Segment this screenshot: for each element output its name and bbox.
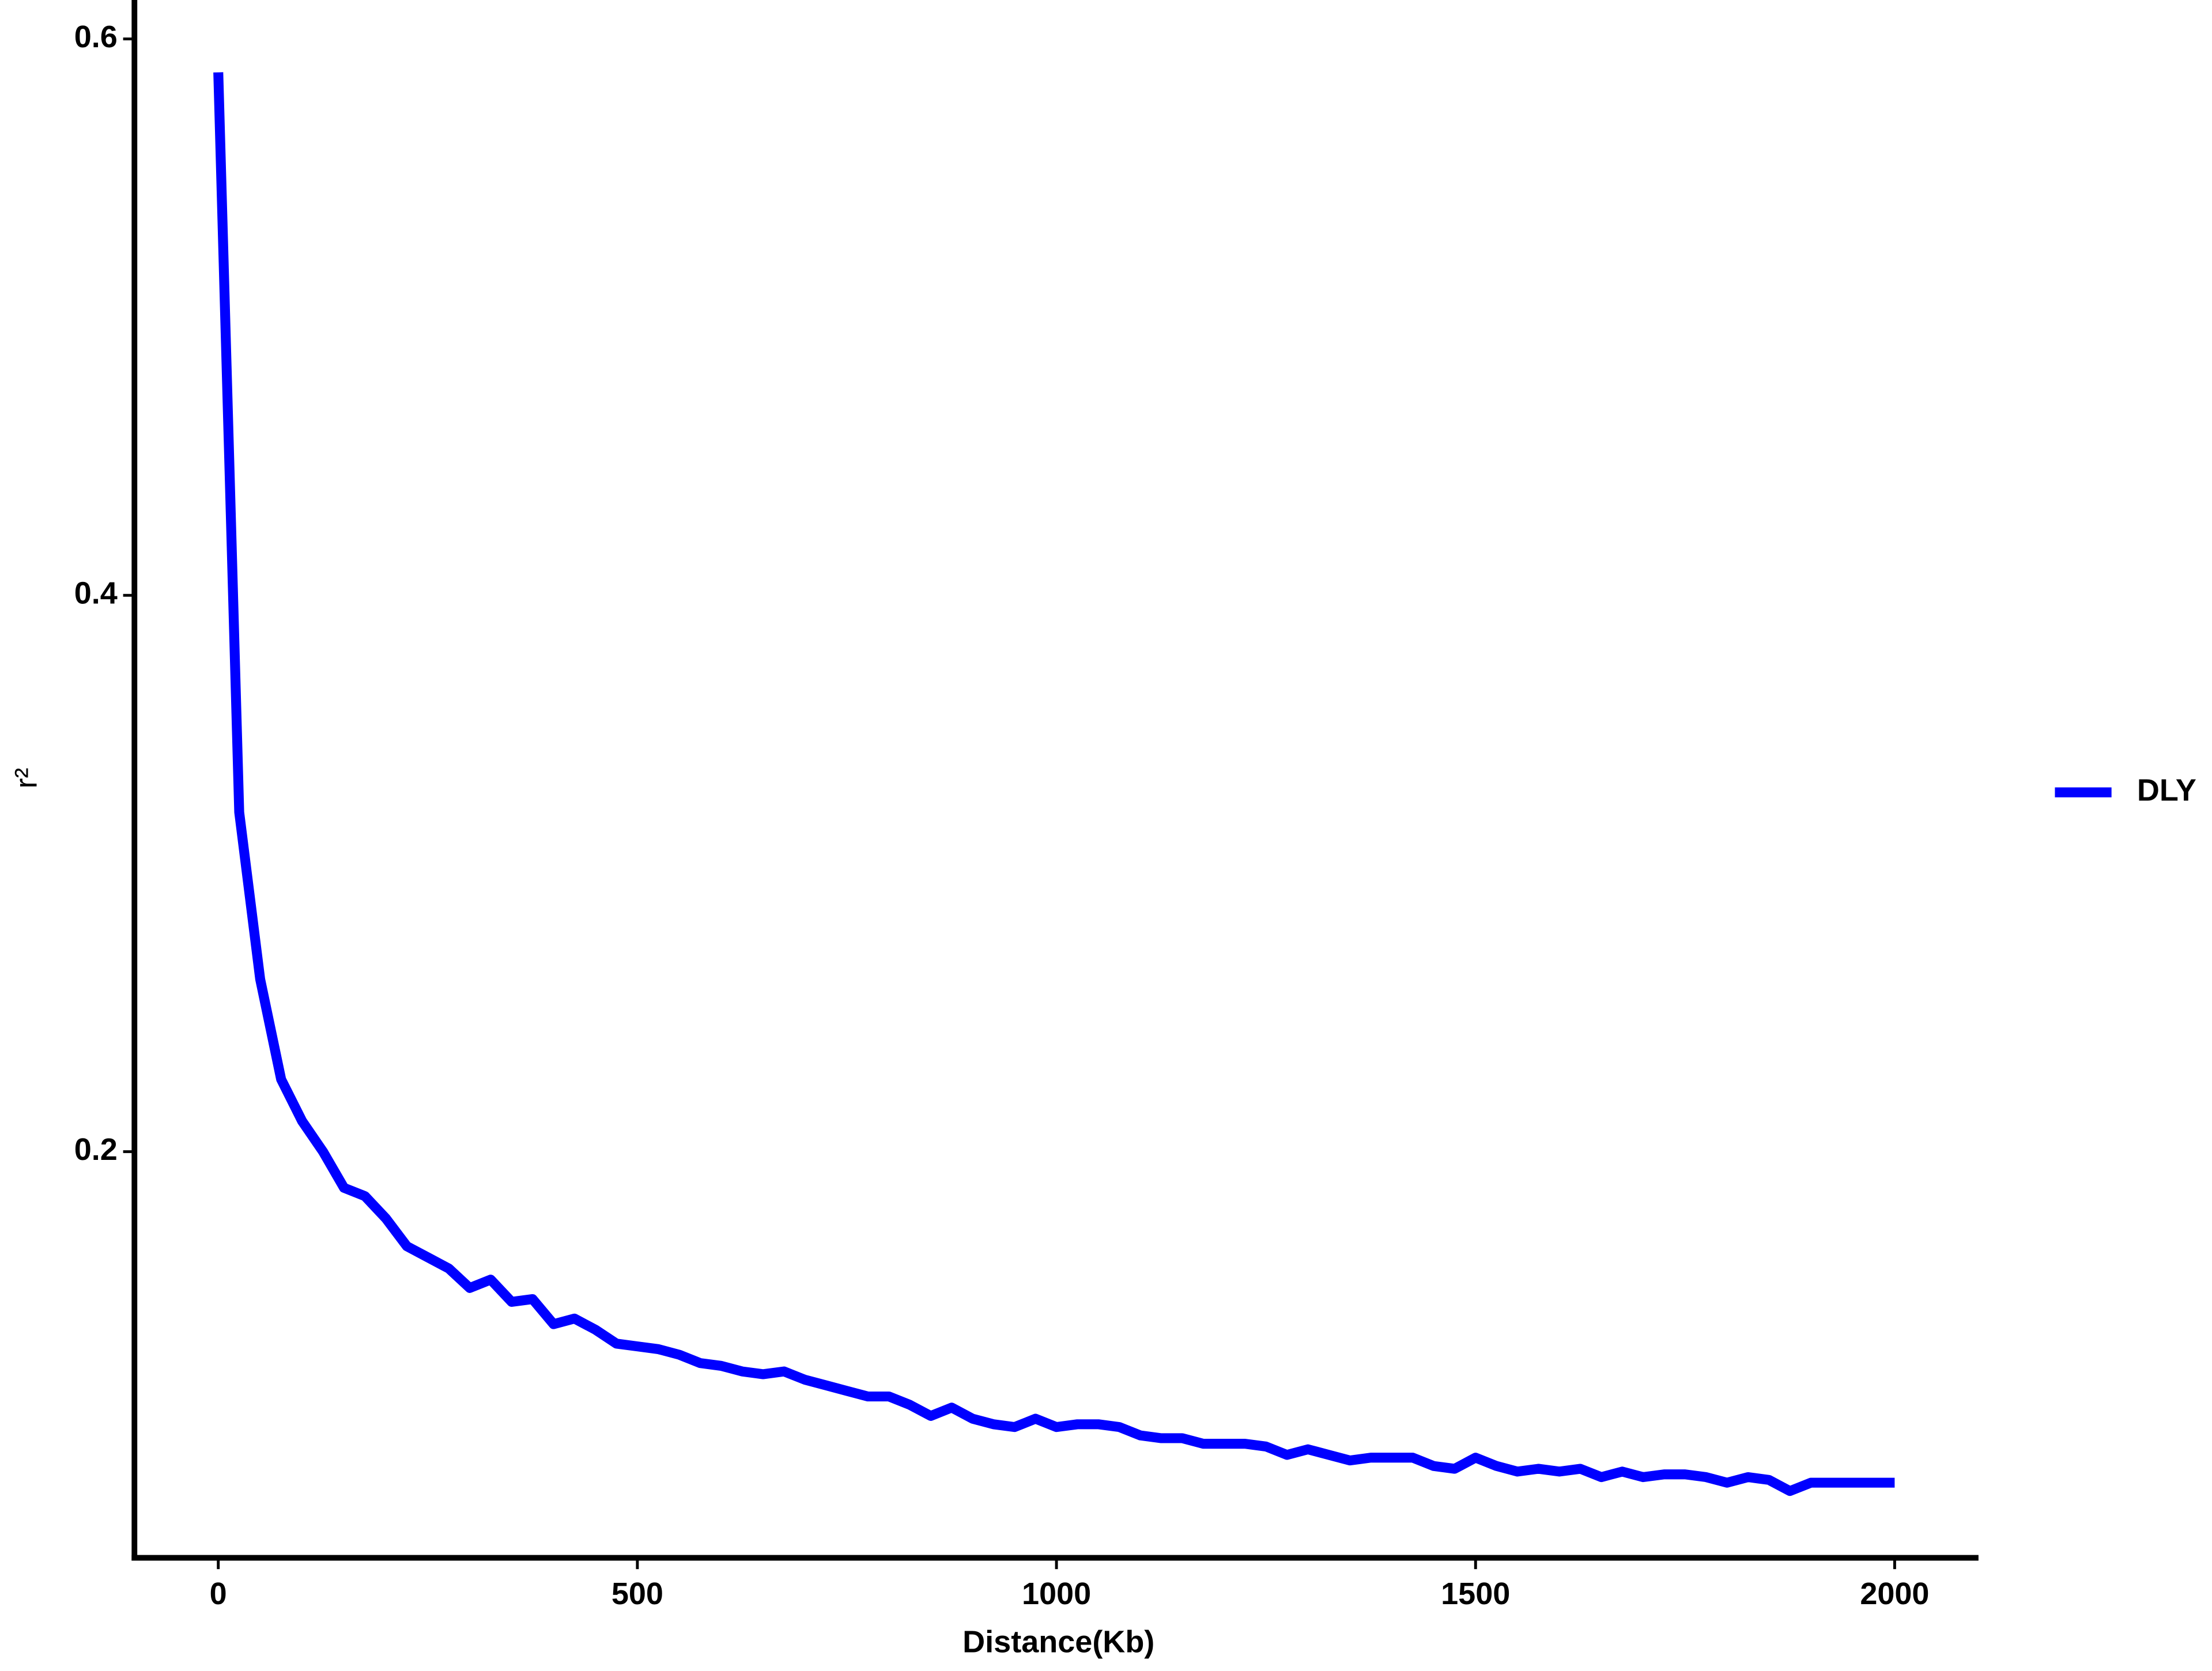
x-tick-label: 500	[611, 1577, 663, 1611]
y-tick-label: 0.6	[74, 20, 118, 54]
x-tick-label: 1500	[1441, 1577, 1510, 1611]
y-axis-title: r²	[9, 768, 43, 789]
y-tick-label: 0.2	[74, 1132, 118, 1167]
x-tick-label: 2000	[1860, 1577, 1929, 1611]
y-tick-label: 0.4	[74, 576, 118, 610]
legend-label: DLY	[2137, 773, 2196, 807]
x-axis-title: Distance(Kb)	[962, 1625, 1154, 1659]
data-line	[213, 72, 1895, 1496]
x-tick-label: 0	[210, 1577, 227, 1611]
x-tick-label: 1000	[1022, 1577, 1091, 1611]
